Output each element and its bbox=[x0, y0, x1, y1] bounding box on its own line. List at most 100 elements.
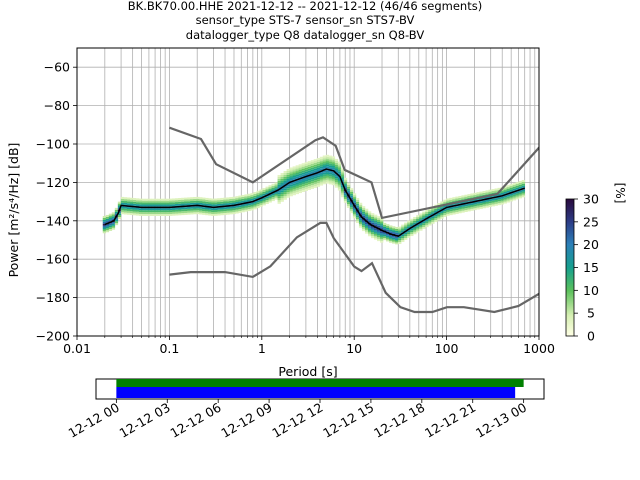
density-cell bbox=[304, 165, 308, 168]
density-cell bbox=[283, 174, 287, 177]
density-cell bbox=[117, 215, 122, 218]
density-cell bbox=[455, 211, 459, 214]
density-cell bbox=[181, 203, 185, 206]
density-cell bbox=[455, 210, 459, 212]
density-cell bbox=[512, 185, 516, 187]
density-cell bbox=[138, 204, 143, 207]
density-cell bbox=[160, 212, 164, 215]
density-cell bbox=[280, 190, 284, 193]
density-cell bbox=[325, 170, 330, 173]
y-tick-label: −100 bbox=[36, 137, 70, 152]
colorbar-axis: 0 5 10 15 20 25 30 bbox=[574, 192, 599, 344]
density-cell bbox=[310, 181, 315, 184]
density-cell bbox=[117, 203, 122, 206]
density-cell bbox=[413, 216, 417, 219]
density-cell bbox=[135, 211, 140, 214]
density-cell bbox=[289, 167, 293, 170]
density-cell bbox=[337, 177, 342, 180]
density-cell bbox=[184, 199, 188, 202]
density-cell bbox=[361, 206, 366, 209]
density-cell bbox=[349, 193, 354, 196]
density-cell bbox=[416, 224, 420, 227]
density-cell bbox=[422, 225, 426, 228]
density-cell bbox=[316, 177, 321, 180]
density-cell bbox=[325, 160, 330, 163]
density-cell bbox=[129, 197, 134, 200]
density-cell bbox=[461, 208, 465, 211]
density-cell bbox=[470, 193, 474, 196]
density-cell bbox=[190, 206, 194, 209]
density-cell bbox=[518, 194, 522, 197]
density-cell bbox=[105, 226, 110, 229]
density-cell bbox=[319, 158, 324, 161]
density-cell bbox=[301, 163, 305, 166]
density-cell bbox=[220, 201, 224, 204]
density-cell bbox=[220, 197, 224, 200]
density-cell bbox=[386, 224, 390, 227]
density-cell bbox=[334, 170, 339, 173]
density-cell bbox=[277, 194, 281, 197]
density-cell bbox=[184, 211, 188, 213]
density-cell bbox=[325, 172, 330, 174]
density-cell bbox=[238, 205, 242, 208]
density-cell bbox=[108, 223, 113, 226]
density-cell bbox=[328, 182, 333, 185]
density-cell bbox=[470, 204, 474, 207]
density-cell bbox=[383, 234, 387, 237]
density-cell bbox=[473, 192, 477, 195]
density-cell bbox=[340, 179, 345, 182]
density-cell bbox=[428, 217, 432, 220]
density-cell bbox=[253, 207, 257, 210]
density-cell bbox=[229, 199, 233, 201]
density-cell bbox=[328, 155, 333, 158]
density-cell bbox=[226, 206, 230, 209]
density-cell bbox=[283, 188, 287, 191]
density-cell bbox=[410, 222, 414, 225]
density-cell bbox=[184, 209, 188, 212]
density-cell bbox=[398, 228, 402, 231]
density-cell bbox=[458, 209, 462, 212]
density-cell bbox=[334, 174, 339, 177]
density-cell bbox=[144, 198, 149, 201]
density-cell bbox=[346, 198, 351, 201]
density-cell bbox=[340, 191, 345, 194]
density-cell bbox=[147, 198, 152, 201]
density-cell bbox=[334, 162, 339, 165]
density-cell bbox=[114, 209, 119, 212]
x-axis: 0.01 0.1 1 10 100 1000 bbox=[63, 336, 555, 356]
density-cell bbox=[304, 169, 308, 172]
density-cell bbox=[286, 192, 290, 194]
density-cell bbox=[217, 203, 221, 206]
density-cell bbox=[476, 201, 480, 204]
density-cell bbox=[337, 179, 342, 181]
density-cell bbox=[464, 208, 468, 211]
density-cell bbox=[310, 165, 315, 168]
density-cell bbox=[295, 184, 299, 187]
density-cell bbox=[235, 196, 239, 199]
density-cell bbox=[331, 167, 336, 170]
density-cell bbox=[111, 221, 116, 224]
density-cell bbox=[373, 231, 378, 234]
density-cell bbox=[259, 189, 263, 192]
density-cell bbox=[220, 203, 224, 206]
density-cell bbox=[334, 181, 339, 184]
density-cell bbox=[503, 191, 507, 194]
density-cell bbox=[250, 208, 254, 211]
density-cell bbox=[485, 203, 489, 206]
density-cell bbox=[310, 187, 315, 189]
density-cell bbox=[187, 197, 191, 200]
density-cell bbox=[319, 177, 324, 180]
density-cell bbox=[235, 198, 239, 201]
density-cell bbox=[187, 201, 191, 204]
density-cell bbox=[361, 227, 366, 230]
density-cell bbox=[295, 169, 299, 172]
density-cell bbox=[491, 202, 495, 205]
density-cell bbox=[277, 190, 281, 193]
density-cell bbox=[437, 214, 441, 217]
density-cell bbox=[132, 209, 137, 212]
density-cell bbox=[358, 208, 363, 211]
density-cell bbox=[220, 213, 224, 216]
density-cell bbox=[208, 207, 212, 210]
density-cell bbox=[199, 201, 203, 203]
density-cell bbox=[325, 166, 330, 169]
